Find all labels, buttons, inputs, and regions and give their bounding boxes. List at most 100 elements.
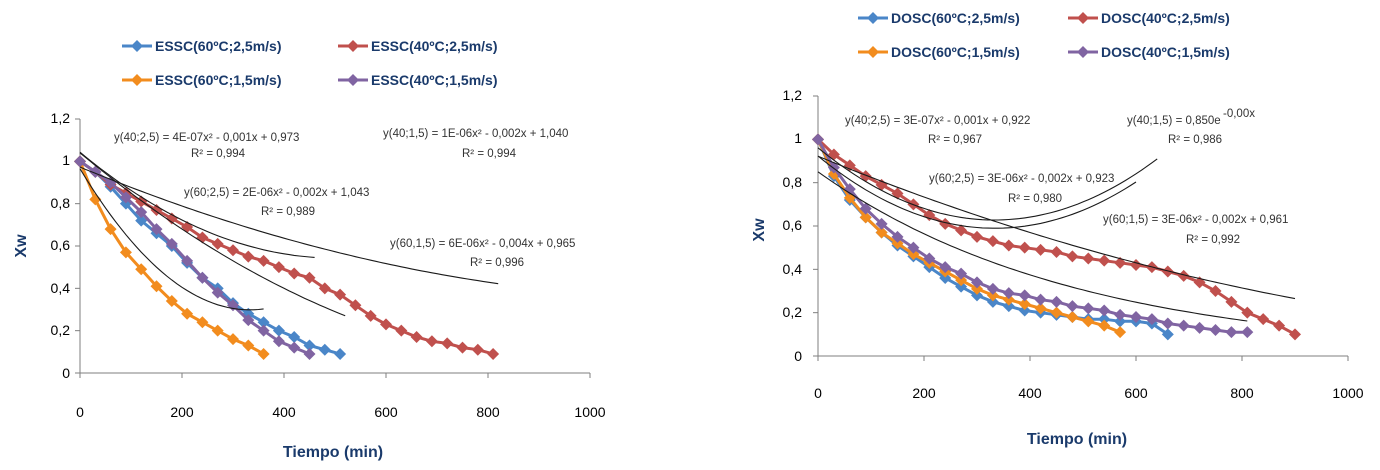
data-point bbox=[74, 155, 86, 168]
data-point bbox=[1225, 326, 1238, 339]
legend-label: DOSC(60ºC;2,5m/s) bbox=[891, 10, 1020, 26]
data-point bbox=[1225, 295, 1238, 308]
data-point bbox=[1002, 300, 1015, 313]
x-tick-label: 800 bbox=[1230, 385, 1254, 401]
data-point bbox=[986, 289, 999, 302]
data-point bbox=[410, 331, 423, 344]
chart-left: ESSC(60ºC;2,5m/s) ESSC(40ºC;2,5m/s) ESSC… bbox=[13, 38, 606, 461]
data-point bbox=[318, 282, 331, 295]
data-point bbox=[875, 178, 888, 191]
data-point bbox=[471, 343, 484, 356]
data-point bbox=[257, 347, 270, 360]
data-point bbox=[859, 211, 872, 224]
data-point bbox=[986, 235, 999, 248]
y-tick-label: 0,2 bbox=[783, 304, 803, 320]
y-axis-title: Xw bbox=[13, 234, 30, 258]
data-point bbox=[1257, 313, 1270, 326]
data-point bbox=[955, 280, 968, 293]
y-tick-label: 1,2 bbox=[783, 87, 803, 103]
data-point bbox=[242, 339, 255, 352]
legend-label: DOSC(40ºC;2,5m/s) bbox=[1101, 10, 1230, 26]
data-point bbox=[1002, 287, 1015, 300]
data-point bbox=[1066, 300, 1079, 313]
y-tick-label: 0,6 bbox=[51, 237, 71, 253]
data-point bbox=[257, 254, 270, 267]
x-tick-label: 200 bbox=[912, 385, 936, 401]
data-point bbox=[425, 335, 438, 348]
data-point bbox=[89, 193, 102, 206]
r2-label: R² = 0,992 bbox=[1186, 234, 1240, 246]
data-point bbox=[971, 282, 983, 295]
data-point bbox=[1114, 315, 1127, 328]
data-point bbox=[1034, 302, 1047, 315]
legend-item-dosc-40-25: DOSC(40ºC;2,5m/s) bbox=[1068, 10, 1230, 26]
data-point bbox=[135, 263, 148, 276]
data-point bbox=[211, 286, 224, 299]
x-tick-label: 400 bbox=[272, 404, 296, 420]
x-tick-label: 0 bbox=[76, 404, 84, 420]
equation-label: y(40;1,5) = 0,850e bbox=[1127, 115, 1221, 127]
data-point bbox=[135, 206, 148, 219]
data-point bbox=[939, 217, 952, 230]
y-tick-label: 0,4 bbox=[783, 261, 803, 277]
data-point bbox=[303, 271, 316, 284]
equations-left: y(40;2,5) = 4E-07x² - 0,001x + 0,973 R² … bbox=[114, 128, 575, 269]
data-point bbox=[1034, 243, 1047, 256]
data-point bbox=[986, 295, 999, 308]
data-point bbox=[456, 341, 469, 354]
trendline-2 bbox=[817, 155, 1137, 229]
data-point bbox=[1289, 328, 1301, 341]
data-point bbox=[196, 271, 209, 284]
equation-label: y(60;2,5) = 2E-06x² - 0,002x + 1,043 bbox=[184, 187, 369, 199]
y-tick-label: 1,2 bbox=[51, 110, 71, 126]
legend-item-dosc-60-15: DOSC(60ºC;1,5m/s) bbox=[858, 44, 1020, 60]
data-point bbox=[119, 246, 132, 259]
data-point bbox=[165, 237, 178, 250]
data-point bbox=[257, 324, 270, 337]
r2-label: R² = 0,980 bbox=[1008, 193, 1062, 205]
data-point bbox=[1018, 289, 1031, 302]
legend-label: ESSC(60ºC;2,5m/s) bbox=[155, 38, 282, 54]
data-point bbox=[1002, 293, 1015, 306]
trendline-2 bbox=[79, 151, 315, 258]
data-point bbox=[812, 133, 824, 146]
x-axis-labels-right: 0 200 400 600 800 1000 bbox=[814, 385, 1364, 401]
equation-label: y(40;1,5) = 1E-06x² - 0,002x + 1,040 bbox=[383, 128, 568, 140]
data-point bbox=[1098, 304, 1111, 317]
legend-label: DOSC(40ºC;1,5m/s) bbox=[1101, 44, 1230, 60]
r2-label: R² = 0,967 bbox=[928, 134, 982, 146]
data-point bbox=[1066, 311, 1079, 323]
data-point bbox=[257, 316, 270, 329]
trendline-1 bbox=[79, 152, 346, 317]
data-point bbox=[955, 267, 968, 280]
legend-item-essc-60-15: ESSC(60ºC;1,5m/s) bbox=[122, 72, 282, 88]
x-tick-label: 800 bbox=[476, 404, 500, 420]
plot-area-0 bbox=[74, 118, 591, 378]
equation-label: y(60,1,5) = 6E-06x² - 0,004x + 0,965 bbox=[390, 238, 575, 250]
data-point bbox=[1177, 319, 1190, 332]
chart-right: DOSC(60ºC;2,5m/s) DOSC(40ºC;2,5m/s) DOSC… bbox=[751, 10, 1364, 448]
x-tick-label: 600 bbox=[374, 404, 398, 420]
trendline-0 bbox=[79, 166, 499, 285]
data-point bbox=[441, 337, 454, 350]
data-point bbox=[923, 209, 936, 222]
data-point bbox=[1066, 250, 1079, 263]
data-point bbox=[1082, 252, 1095, 265]
legend-item-essc-60-25: ESSC(60ºC;2,5m/s) bbox=[122, 38, 282, 54]
data-point bbox=[165, 295, 178, 308]
data-point bbox=[242, 314, 255, 327]
data-point bbox=[1273, 319, 1286, 332]
legend-item-essc-40-15: ESSC(40ºC;1,5m/s) bbox=[338, 72, 498, 88]
data-point bbox=[939, 272, 952, 284]
data-point bbox=[1145, 313, 1158, 326]
y-tick-label: 0,4 bbox=[51, 280, 71, 296]
y-tick-label: 0,8 bbox=[51, 195, 71, 211]
data-point bbox=[907, 241, 920, 254]
trendline-3 bbox=[817, 147, 1158, 221]
legend-right: DOSC(60ºC;2,5m/s) DOSC(40ºC;2,5m/s) DOSC… bbox=[858, 10, 1230, 60]
data-point bbox=[1098, 254, 1111, 267]
data-point bbox=[1130, 311, 1142, 323]
data-point bbox=[971, 230, 983, 243]
x-tick-label: 0 bbox=[814, 385, 822, 401]
x-tick-label: 200 bbox=[170, 404, 194, 420]
